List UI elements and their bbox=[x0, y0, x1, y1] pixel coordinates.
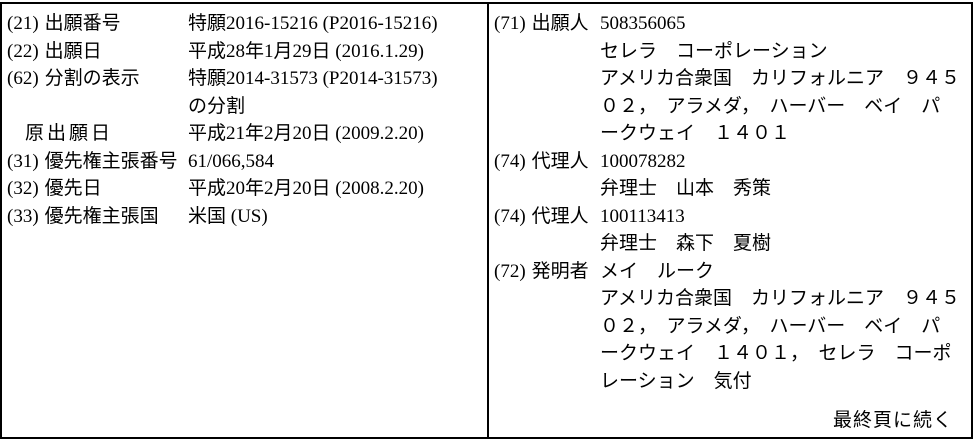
field-value-cell: 特願2016-15216 (P2016-15216) bbox=[188, 10, 481, 38]
field-label: 代理人 bbox=[531, 150, 589, 172]
inid-code: (32) bbox=[7, 178, 39, 199]
left-column: (21) 出願番号 特願2016-15216 (P2016-15216) (22)… bbox=[0, 2, 487, 230]
field-value-line: 508356065 bbox=[600, 13, 686, 34]
field-value-line: 100078282 bbox=[600, 150, 686, 172]
field-value-line: の分割 bbox=[188, 95, 246, 117]
field-label-cell: (71) 出願人 bbox=[494, 10, 600, 38]
biblio-row: (74) 代理人 100078282 弁理士 山本 秀策 bbox=[494, 148, 967, 203]
field-label: 出願人 bbox=[531, 13, 589, 34]
field-value-cell: 平成28年1月29日 (2016.1.29) bbox=[188, 38, 481, 66]
field-label-cell: (72) 発明者 bbox=[494, 258, 600, 286]
field-value-cell: 平成20年2月20日 (2008.2.20) bbox=[188, 175, 481, 203]
biblio-row: (21) 出願番号 特願2016-15216 (P2016-15216) bbox=[7, 10, 481, 38]
field-value-line: アメリカ合衆国 カリフォルニア ９４５ bbox=[600, 288, 961, 309]
field-value-cell: メイ ルークアメリカ合衆国 カリフォルニア ９４５ ０２， アラメダ， ハーバー … bbox=[600, 258, 967, 396]
field-label-cell: (21) 出願番号 bbox=[7, 10, 188, 38]
field-value-line: 特願2016-15216 (P2016-15216) bbox=[188, 13, 438, 34]
inid-code: (72) bbox=[494, 260, 526, 282]
column-divider-rule bbox=[487, 2, 489, 439]
inid-code: (71) bbox=[494, 13, 526, 34]
biblio-row: (33) 優先権主張国 米国 (US) bbox=[7, 203, 481, 231]
field-value-line: アメリカ合衆国 カリフォルニア ９４５ bbox=[600, 68, 961, 89]
field-value-cell: 特願2014-31573 (P2014-31573) の分割 bbox=[188, 65, 481, 120]
field-label: 原出願日 bbox=[25, 123, 114, 144]
field-label: 優先権主張国 bbox=[44, 205, 159, 227]
field-label: 出願日 bbox=[44, 40, 102, 62]
continued-on-last-page-note: 最終頁に続く bbox=[832, 410, 953, 431]
field-label-cell: (22) 出願日 bbox=[7, 38, 188, 66]
field-value-cell: 100113413 弁理士 森下 夏樹 bbox=[600, 203, 967, 258]
field-label-cell: (31) 優先権主張番号 bbox=[7, 148, 188, 176]
field-label-cell: (74) 代理人 bbox=[494, 203, 600, 231]
field-value-line: 平成21年2月20日 (2009.2.20) bbox=[188, 123, 424, 144]
field-label: 優先日 bbox=[44, 178, 102, 199]
field-value-line: 平成20年2月20日 (2008.2.20) bbox=[188, 178, 424, 199]
field-value-line: ０２， アラメダ， ハーバー ベイ パ bbox=[600, 95, 941, 117]
biblio-row: (74) 代理人 100113413 弁理士 森下 夏樹 bbox=[494, 203, 967, 258]
inid-code: (74) bbox=[494, 205, 526, 227]
field-value-line: セレラ コーポレーション bbox=[600, 40, 828, 62]
field-label-cell: (32) 優先日 bbox=[7, 175, 188, 203]
field-label: 優先権主張番号 bbox=[44, 150, 178, 172]
field-value-line: レーション 気付 bbox=[600, 370, 752, 392]
field-value-line: 弁理士 森下 夏樹 bbox=[600, 233, 772, 254]
inid-code: (33) bbox=[7, 205, 39, 227]
inid-code: (21) bbox=[7, 13, 39, 34]
field-label: 分割の表示 bbox=[44, 68, 140, 89]
field-value-line: ０２， アラメダ， ハーバー ベイ パ bbox=[600, 315, 941, 337]
field-label-cell: (33) 優先権主張国 bbox=[7, 203, 188, 231]
biblio-row: 原出願日 平成21年2月20日 (2009.2.20) bbox=[7, 120, 481, 148]
field-label: 出願番号 bbox=[44, 13, 121, 34]
biblio-row: (72) 発明者 メイ ルークアメリカ合衆国 カリフォルニア ９４５ ０２， アラメ… bbox=[494, 258, 967, 396]
field-value-line: 弁理士 山本 秀策 bbox=[600, 178, 772, 199]
field-value-cell: 61/066,584 bbox=[188, 148, 481, 176]
field-value-line: メイ ルーク bbox=[600, 260, 715, 282]
field-label-cell: (62) 分割の表示 bbox=[7, 65, 188, 93]
field-value-line: 特願2014-31573 (P2014-31573) bbox=[188, 68, 438, 89]
right-column: (71) 出願人 508356065 セレラ コーポレーションアメリカ合衆国 カリフ… bbox=[489, 2, 973, 395]
field-value-line: 100113413 bbox=[600, 205, 685, 227]
field-value-cell: 米国 (US) bbox=[188, 203, 481, 231]
inid-code: (62) bbox=[7, 68, 39, 89]
inid-code: (74) bbox=[494, 150, 526, 172]
biblio-row: (62) 分割の表示 特願2014-31573 (P2014-31573) の分割 bbox=[7, 65, 481, 120]
biblio-row: (22) 出願日 平成28年1月29日 (2016.1.29) bbox=[7, 38, 481, 66]
field-value-cell: 508356065 セレラ コーポレーションアメリカ合衆国 カリフォルニア ９４５… bbox=[600, 10, 967, 148]
inid-code: (31) bbox=[7, 150, 39, 172]
field-value-cell: 100078282 弁理士 山本 秀策 bbox=[600, 148, 967, 203]
biblio-row: (71) 出願人 508356065 セレラ コーポレーションアメリカ合衆国 カリフ… bbox=[494, 10, 967, 148]
field-value-line: ークウェイ １４０１， セレラ コーポ bbox=[600, 343, 952, 364]
field-label-cell: (74) 代理人 bbox=[494, 148, 600, 176]
field-value-line: 平成28年1月29日 (2016.1.29) bbox=[188, 40, 424, 62]
field-value-line: ークウェイ １４０１ bbox=[600, 123, 791, 144]
field-label: 代理人 bbox=[531, 205, 589, 227]
field-value-cell: 平成21年2月20日 (2009.2.20) bbox=[188, 120, 481, 148]
inid-code: (22) bbox=[7, 40, 39, 62]
field-label-cell: 原出願日 bbox=[7, 120, 188, 148]
biblio-row: (31) 優先権主張番号 61/066,584 bbox=[7, 148, 481, 176]
field-value-line: 61/066,584 bbox=[188, 150, 275, 172]
biblio-row: (32) 優先日 平成20年2月20日 (2008.2.20) bbox=[7, 175, 481, 203]
field-value-line: 米国 (US) bbox=[188, 205, 268, 227]
field-label: 発明者 bbox=[531, 260, 589, 282]
